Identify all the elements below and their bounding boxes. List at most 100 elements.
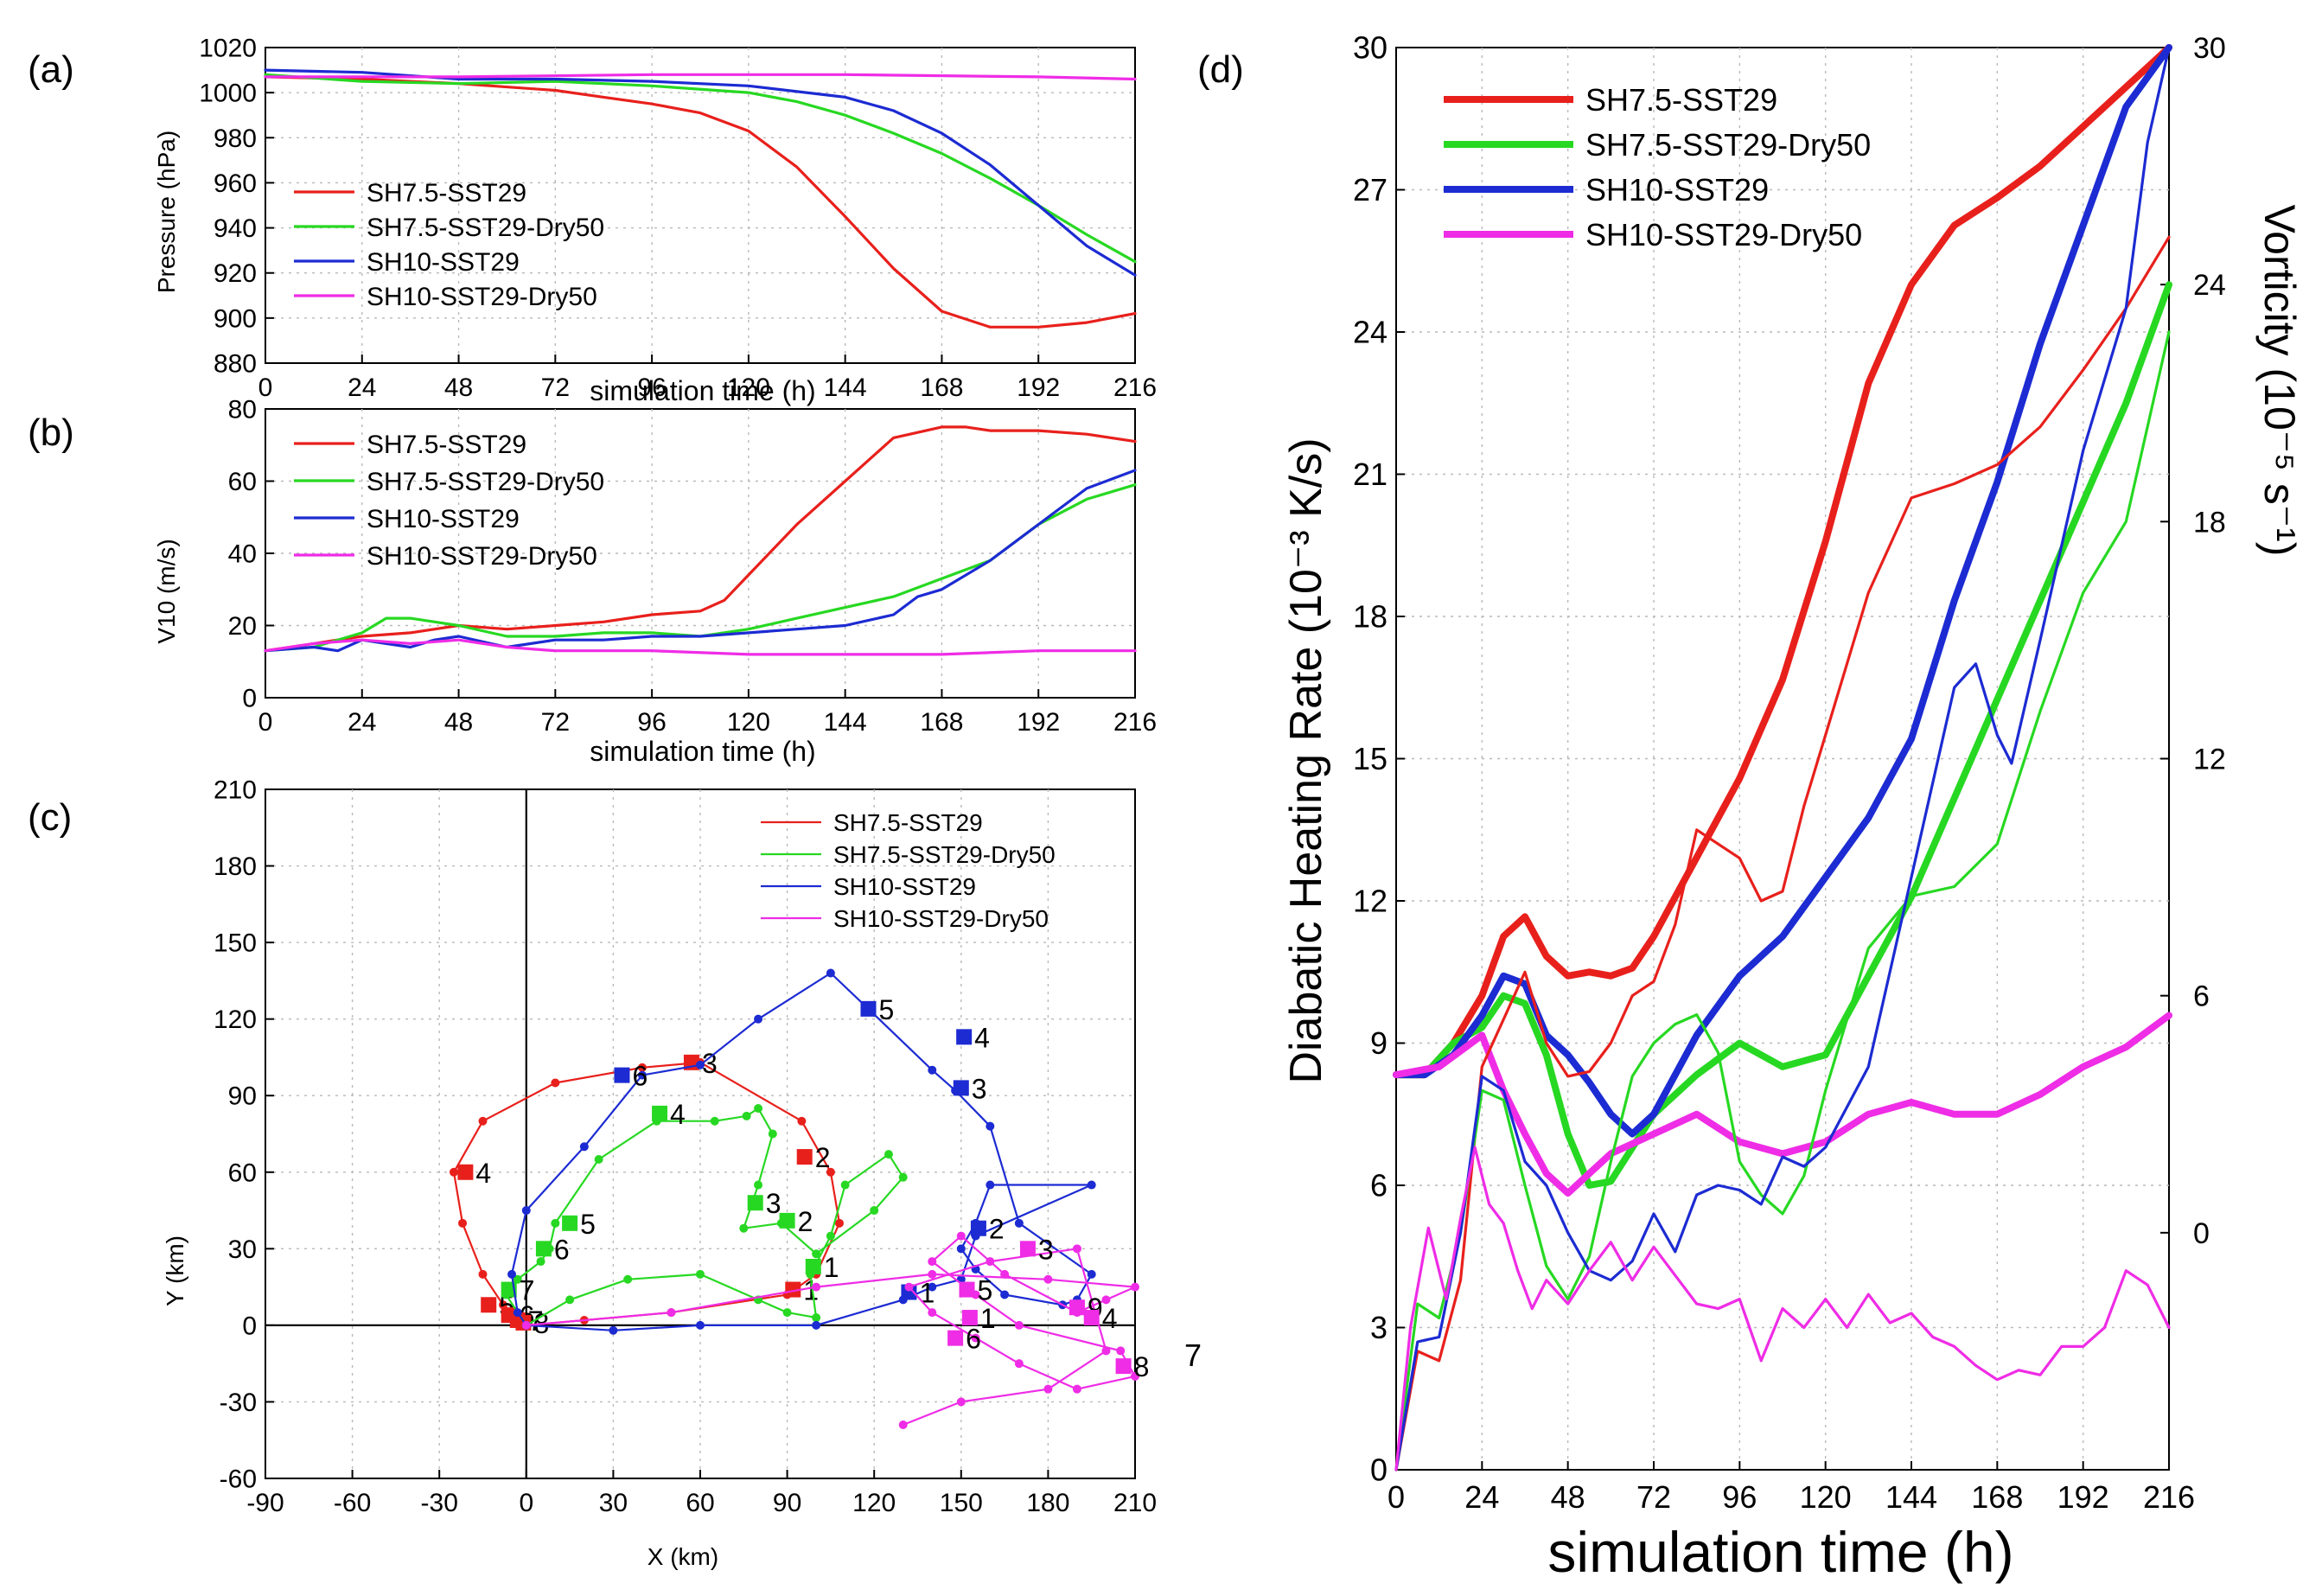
panel-tag-d: (d): [1197, 48, 1244, 91]
track-marker: [747, 1195, 763, 1211]
legend-label-d-4: SH10-SST29-Dry50: [1585, 217, 1862, 252]
x-tick-label-c: -90: [246, 1489, 284, 1517]
track-marker: [959, 1281, 975, 1298]
x-tick-label-d: 192: [2057, 1479, 2109, 1515]
track-point: [623, 1274, 633, 1284]
track-marker: [956, 1029, 973, 1045]
series-line-c-4: [525, 1235, 1137, 1427]
series-line-a-2: [264, 73, 1137, 264]
track-point: [928, 1065, 937, 1075]
y-tick-label-a: 940: [214, 214, 257, 243]
x-tick-label-c: 60: [686, 1489, 714, 1517]
track-point: [521, 1206, 531, 1216]
track-point: [797, 1116, 807, 1126]
y-tick-label-b: 40: [228, 540, 257, 569]
track-marker: [785, 1281, 801, 1298]
track-point: [1014, 1359, 1024, 1369]
series-line-a-3: [264, 68, 1137, 277]
x-tick-label-b: 168: [920, 708, 963, 737]
xlabel-b: simulation time (h): [590, 736, 815, 767]
track-point: [928, 1269, 937, 1279]
x-tick-label-a: 96: [637, 373, 666, 402]
track-point: [782, 1308, 792, 1318]
ylabel-c: Y (km): [162, 1235, 188, 1306]
legend-label-c-1: SH7.5-SST29: [833, 809, 983, 836]
x-tick-label-a: 0: [258, 373, 273, 402]
track-point: [696, 1060, 705, 1069]
x-tick-label-d: 168: [1971, 1479, 2023, 1515]
track-point: [956, 1231, 966, 1241]
track-point: [754, 1180, 763, 1190]
track-point: [928, 1257, 937, 1267]
legend-label-d-2: SH7.5-SST29-Dry50: [1585, 127, 1871, 163]
y-right-tick-label-d: 12: [2193, 744, 2226, 776]
track-point: [513, 1274, 522, 1284]
track-marker-label: 7: [528, 1306, 544, 1337]
track-marker-label: 2: [989, 1214, 1005, 1245]
y-tick-label-b: 80: [228, 396, 257, 425]
y-tick-label-c: 180: [214, 852, 257, 881]
track-marker: [1115, 1358, 1132, 1375]
y-tick-label-d: 30: [1353, 30, 1387, 66]
series-line-d-2: [1393, 281, 2172, 1189]
track-marker: [961, 1310, 978, 1326]
track-point: [768, 1129, 777, 1139]
track-marker: [1019, 1241, 1036, 1257]
track-point: [696, 1269, 705, 1279]
y-tick-label-c: 90: [228, 1082, 257, 1111]
x-tick-label-c: 0: [519, 1489, 533, 1517]
track-marker-label: 4: [974, 1022, 990, 1053]
legend-label-a-1: SH7.5-SST29: [367, 179, 526, 207]
track-point: [739, 1223, 749, 1233]
series-line-d-8: [1394, 1146, 2171, 1472]
y-tick-label-d: 21: [1353, 456, 1387, 492]
track-point: [1000, 1269, 1010, 1279]
track-point: [1087, 1269, 1096, 1279]
legend-label-a-3: SH10-SST29: [367, 248, 520, 277]
track-marker: [652, 1105, 668, 1121]
track-point: [812, 1313, 821, 1323]
track-point: [870, 1206, 879, 1216]
series-line-c-1: [452, 1061, 841, 1327]
track-point: [898, 1420, 908, 1430]
y-tick-label-b: 20: [228, 612, 257, 641]
legend-label-a-2: SH7.5-SST29-Dry50: [367, 214, 604, 242]
track-point: [478, 1116, 488, 1126]
xlabel-c: X (km): [647, 1543, 718, 1570]
track-point: [696, 1320, 705, 1330]
track-marker-label: 8: [1134, 1351, 1150, 1382]
track-marker: [970, 1220, 986, 1236]
track-marker-label: 5: [978, 1275, 993, 1306]
x-tick-label-b: 0: [258, 708, 273, 737]
x-tick-label-d: 72: [1636, 1479, 1671, 1515]
track-marker-label: 6: [554, 1234, 570, 1265]
x-tick-label-b: 96: [637, 708, 666, 737]
track-point: [449, 1167, 458, 1177]
track-point: [565, 1295, 575, 1305]
x-tick-label-a: 48: [444, 373, 473, 402]
y-tick-label-c: 120: [214, 1005, 257, 1034]
track-point: [667, 1308, 676, 1318]
y-tick-label-d: 9: [1370, 1025, 1387, 1061]
track-point: [898, 1172, 908, 1182]
x-tick-label-a: 216: [1113, 373, 1157, 402]
track-point: [458, 1218, 468, 1228]
track-point: [609, 1325, 618, 1335]
y-tick-label-c: -30: [220, 1389, 257, 1417]
x-tick-label-b: 144: [824, 708, 867, 737]
x-tick-label-d: 144: [1885, 1479, 1937, 1515]
track-point: [840, 1180, 850, 1190]
legend-label-c-2: SH7.5-SST29-Dry50: [833, 841, 1056, 868]
track-point: [928, 1282, 937, 1292]
panel-tag-c: (c): [28, 796, 72, 839]
track-point: [956, 1397, 966, 1407]
outside-label-c: 7: [1184, 1337, 1202, 1373]
track-marker: [1083, 1310, 1100, 1326]
track-point: [1131, 1282, 1139, 1292]
track-point: [1072, 1244, 1081, 1254]
track-point: [1014, 1218, 1024, 1228]
track-point: [754, 1103, 763, 1113]
y-right-tick-label-d: 6: [2193, 980, 2210, 1013]
track-point: [834, 1218, 844, 1228]
legend-label-b-4: SH10-SST29-Dry50: [367, 542, 597, 571]
